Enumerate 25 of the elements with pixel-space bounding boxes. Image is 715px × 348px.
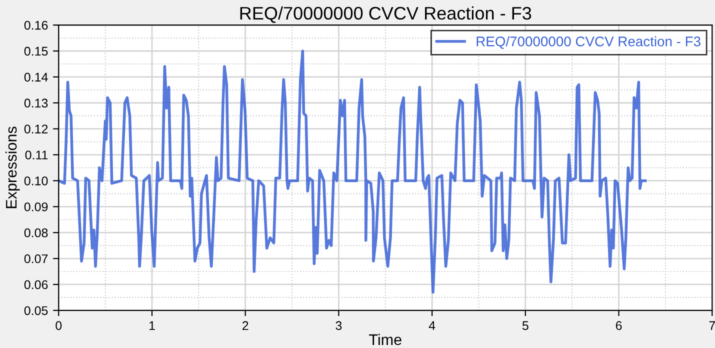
y-tick-label: 0.10 [24, 176, 48, 186]
x-tick-label: 6 [616, 321, 622, 330]
x-tick-label: 1 [149, 321, 155, 330]
x-tick-label: 2 [242, 321, 248, 330]
y-tick-label: 0.12 [24, 124, 48, 134]
line-series [58, 50, 647, 294]
x-axis-title: Time [369, 334, 402, 346]
y-tick-label: 0.15 [24, 46, 48, 56]
legend-label: REQ/70000000 CVCV Reaction - F3 [476, 36, 700, 49]
x-tick-label: 4 [428, 321, 436, 330]
chart-title: REQ/70000000 CVCV Reaction - F3 [240, 6, 532, 23]
y-tick-label: 0.11 [25, 150, 48, 160]
y-tick-label: 0.05 [24, 306, 48, 316]
y-axis-title: Expressions [5, 126, 20, 208]
y-tick-label: 0.13 [24, 98, 48, 108]
x-tick-label: 0 [56, 321, 62, 330]
y-tick-label: 0.08 [24, 228, 48, 238]
y-tick-label: 0.07 [24, 254, 48, 264]
x-tick-label: 7 [709, 321, 715, 330]
y-tick-label: 0.14 [24, 72, 48, 82]
x-tick-label: 3 [336, 321, 342, 330]
y-tick-label: 0.09 [24, 202, 48, 212]
y-tick-label: 0.06 [24, 280, 48, 290]
y-tick-label: 0.16 [24, 20, 48, 30]
x-tick-label: 5 [522, 321, 528, 330]
